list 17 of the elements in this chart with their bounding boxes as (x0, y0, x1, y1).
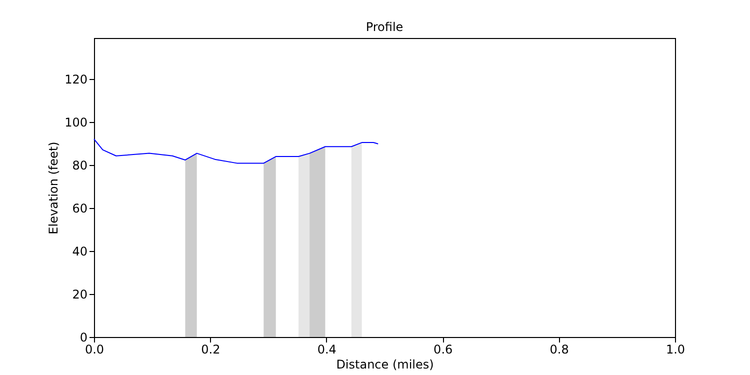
x-tick-label: 0.8 (550, 342, 569, 356)
line-series (94, 138, 379, 164)
y-tick-label: 0 (80, 330, 88, 344)
x-tick-label: 0.4 (317, 342, 336, 356)
x-axis-title: Distance (miles) (336, 358, 434, 372)
x-tick-label: 0.6 (434, 342, 453, 356)
x-tick-label: 0.0 (84, 342, 104, 356)
y-axis-title: Elevation (feet) (46, 142, 61, 234)
x-tick-label: 0.2 (201, 342, 220, 356)
y-tick-label: 100 (64, 115, 88, 130)
x-tick-label: 1.0 (666, 342, 686, 356)
y-tick-label: 20 (72, 287, 88, 302)
chart-title: Profile (366, 20, 404, 34)
y-tick-label: 40 (72, 244, 88, 258)
y-tick-label: 60 (72, 201, 88, 216)
y-tick-label: 120 (64, 72, 88, 86)
y-tick-label: 80 (72, 158, 88, 172)
